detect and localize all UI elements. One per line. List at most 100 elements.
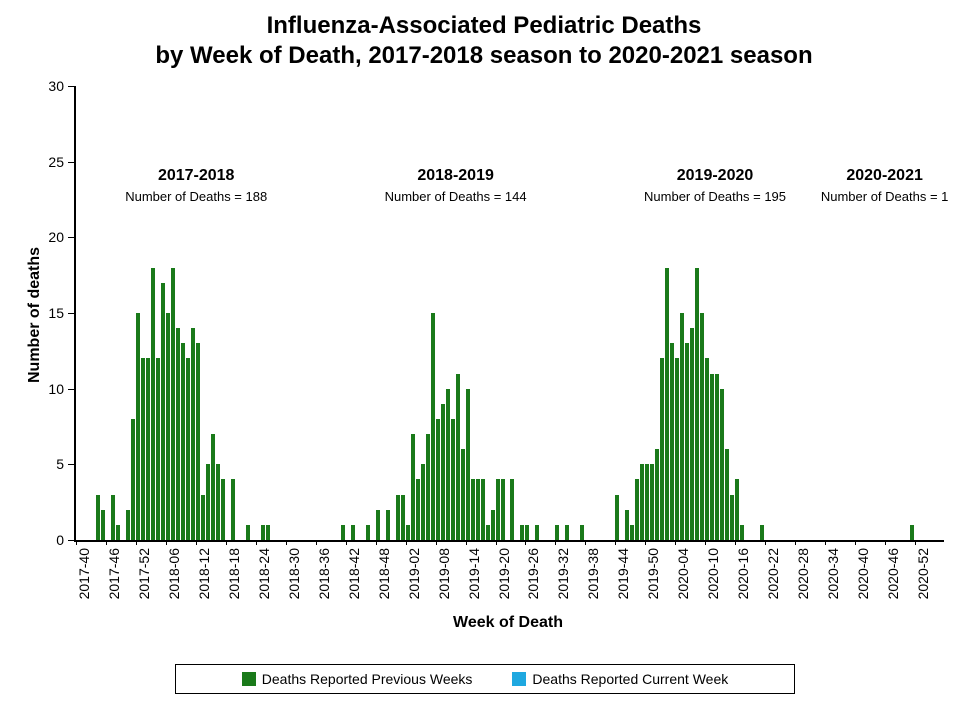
bar [176, 328, 180, 540]
bar [660, 358, 664, 540]
x-tick [825, 540, 826, 545]
x-tick-label: 2019-08 [436, 548, 452, 608]
x-tick [226, 540, 227, 545]
y-tick-label: 25 [32, 154, 64, 170]
y-tick-label: 5 [32, 456, 64, 472]
y-tick [68, 162, 74, 163]
bar [730, 495, 734, 540]
bar [486, 525, 490, 540]
x-tick-label: 2018-30 [286, 548, 302, 608]
x-tick [346, 540, 347, 545]
x-tick [645, 540, 646, 545]
x-tick [496, 540, 497, 545]
x-tick-label: 2019-38 [585, 548, 601, 608]
bar [705, 358, 709, 540]
bar [760, 525, 764, 540]
bar [386, 510, 390, 540]
bar [201, 495, 205, 540]
bar [555, 525, 559, 540]
bar [401, 495, 405, 540]
x-tick-label: 2020-52 [915, 548, 931, 608]
bar [725, 449, 729, 540]
x-tick [885, 540, 886, 545]
y-tick-label: 15 [32, 305, 64, 321]
bar [351, 525, 355, 540]
bar [341, 525, 345, 540]
x-tick-label: 2020-40 [855, 548, 871, 608]
legend-label: Deaths Reported Current Week [532, 671, 728, 687]
x-tick-label: 2018-06 [166, 548, 182, 608]
season-sublabel: Number of Deaths = 1 [775, 189, 968, 204]
x-tick-label: 2017-40 [76, 548, 92, 608]
bar [655, 449, 659, 540]
bar [436, 419, 440, 540]
x-tick-label: 2019-44 [615, 548, 631, 608]
chart-title-line1: Influenza-Associated Pediatric Deaths [0, 12, 968, 40]
x-tick [765, 540, 766, 545]
bar [476, 479, 480, 540]
bar [181, 343, 185, 540]
x-tick-label: 2020-34 [825, 548, 841, 608]
bar [910, 525, 914, 540]
bar [695, 268, 699, 540]
bar [231, 479, 235, 540]
x-tick [406, 540, 407, 545]
bar [96, 495, 100, 540]
bar [520, 525, 524, 540]
x-tick-label: 2018-24 [256, 548, 272, 608]
y-tick [68, 237, 74, 238]
bar [501, 479, 505, 540]
bar [116, 525, 120, 540]
legend: Deaths Reported Previous Weeks Deaths Rep… [175, 664, 795, 694]
bar [396, 495, 400, 540]
x-tick-label: 2018-18 [226, 548, 242, 608]
bar [491, 510, 495, 540]
bar [645, 464, 649, 540]
x-tick [705, 540, 706, 545]
x-tick-label: 2019-02 [406, 548, 422, 608]
x-tick [915, 540, 916, 545]
x-tick [316, 540, 317, 545]
y-tick [68, 540, 74, 541]
bar [451, 419, 455, 540]
x-tick-label: 2019-20 [496, 548, 512, 608]
bar [246, 525, 250, 540]
bar [166, 313, 170, 540]
legend-item: Deaths Reported Current Week [512, 671, 728, 687]
season-label: 2020-2021 [775, 167, 968, 185]
x-tick [136, 540, 137, 545]
bar [635, 479, 639, 540]
bar [421, 464, 425, 540]
bar [700, 313, 704, 540]
bar [720, 389, 724, 540]
bar [171, 268, 175, 540]
x-tick [675, 540, 676, 545]
x-tick [466, 540, 467, 545]
legend-label: Deaths Reported Previous Weeks [262, 671, 473, 687]
season-label: 2017-2018 [86, 167, 306, 185]
x-tick [555, 540, 556, 545]
bar [431, 313, 435, 540]
bar [216, 464, 220, 540]
bar [740, 525, 744, 540]
y-tick [68, 389, 74, 390]
x-tick [855, 540, 856, 545]
y-tick [68, 464, 74, 465]
bar [261, 525, 265, 540]
legend-swatch [242, 672, 256, 686]
bar [101, 510, 105, 540]
bar [156, 358, 160, 540]
y-tick-label: 0 [32, 532, 64, 548]
x-tick [795, 540, 796, 545]
season-label: 2018-2019 [346, 167, 566, 185]
x-tick-label: 2020-04 [675, 548, 691, 608]
bar [580, 525, 584, 540]
bar [481, 479, 485, 540]
x-tick-label: 2017-46 [106, 548, 122, 608]
bar [625, 510, 629, 540]
bar [456, 374, 460, 540]
x-tick [436, 540, 437, 545]
legend-item: Deaths Reported Previous Weeks [242, 671, 473, 687]
x-tick [106, 540, 107, 545]
x-tick-label: 2018-12 [196, 548, 212, 608]
